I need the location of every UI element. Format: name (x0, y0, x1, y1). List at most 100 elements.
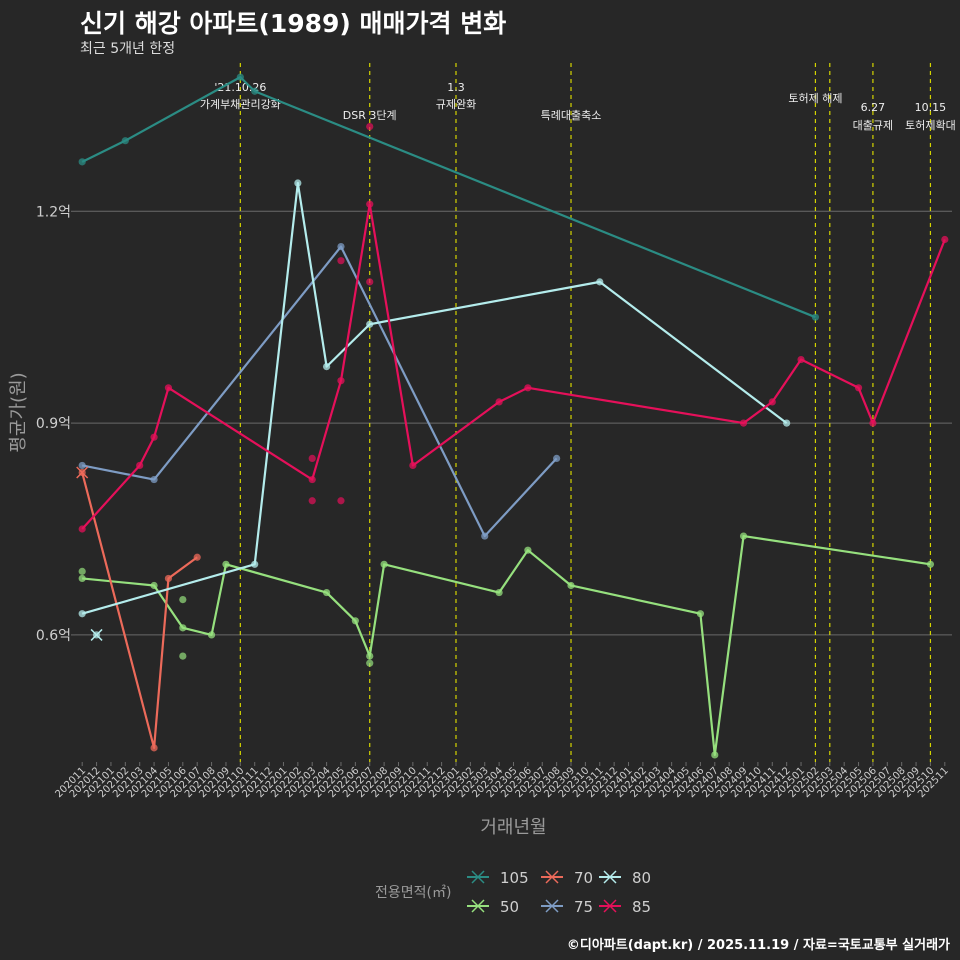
data-point-80 (366, 320, 374, 328)
data-point-80 (596, 278, 604, 286)
data-point-85 (524, 384, 532, 392)
event-label: 6.27 (861, 101, 886, 114)
data-point-75 (553, 454, 561, 462)
data-point-50 (524, 546, 532, 554)
legend-label: 70 (574, 869, 593, 887)
data-point-105 (811, 313, 820, 321)
cross-stroke (90, 628, 103, 641)
data-point-75 (337, 242, 345, 251)
event-label: 토허제 해제 (788, 91, 842, 105)
data-point-50 (179, 624, 187, 632)
data-point-50 (739, 532, 748, 540)
data-point-85 (941, 235, 949, 244)
legend-item-50: 50 (467, 898, 519, 916)
cross-stroke (76, 466, 89, 479)
data-point-85 (366, 200, 374, 208)
event-label: DSR 3단계 (343, 109, 397, 122)
data-point-50 (711, 751, 719, 759)
data-point-85 (337, 377, 345, 385)
data-point-50 (380, 560, 388, 568)
data-point-80 (251, 560, 259, 568)
legend-label: 50 (500, 898, 519, 916)
series-line-105 (81, 76, 816, 319)
scatter-point-85 (337, 257, 345, 265)
data-point-105 (78, 158, 86, 166)
data-point-105 (251, 87, 259, 95)
y-tick-label: 0.6억 (36, 628, 71, 644)
event-label: 10.15 (915, 101, 947, 114)
scatter-point-50 (179, 596, 187, 604)
data-point-80 (322, 363, 331, 371)
series-line-75 (81, 245, 558, 538)
data-point-85 (308, 475, 316, 484)
scatter-point-85 (337, 497, 345, 505)
data-point-50 (351, 617, 359, 625)
event-label: 대출규제 (853, 119, 893, 132)
series-line-80 (81, 181, 788, 615)
event-label: 가계부채관리강화 (200, 98, 281, 111)
legend-key-cross (603, 870, 617, 884)
series-line-85 (81, 203, 946, 530)
data-point-50 (207, 631, 216, 639)
scatter-point-85 (308, 497, 316, 505)
scatter-point-85 (366, 122, 374, 131)
legend-label: 85 (632, 898, 651, 916)
data-point-50 (78, 574, 86, 583)
legend-key-cross (471, 899, 485, 913)
data-point-85 (150, 433, 158, 441)
series-line-70 (81, 472, 198, 749)
cross-marker-80 (90, 628, 103, 641)
event-label: 특례대출축소 (541, 109, 602, 122)
data-point-50 (366, 652, 374, 660)
data-point-80 (78, 610, 86, 618)
data-point-85 (136, 461, 144, 470)
scatter-point-50 (179, 652, 187, 660)
data-point-70 (193, 553, 201, 561)
data-point-70 (164, 574, 173, 583)
data-point-50 (495, 588, 503, 597)
legend-key-cross (545, 870, 559, 884)
data-point-50 (567, 581, 575, 590)
data-point-70 (150, 744, 158, 752)
data-point-85 (739, 419, 748, 427)
source-credit: ©디아파트(dapt.kr) / 2025.11.19 / 자료=국토교통부 실… (566, 938, 950, 953)
data-point-80 (294, 179, 302, 187)
legend-label: 75 (574, 898, 593, 916)
scatter-point-50 (78, 567, 86, 575)
chart-title: 신기 해강 아파트(1989) 매매가격 변화 (80, 9, 507, 38)
data-point-85 (495, 398, 503, 406)
data-point-50 (926, 560, 935, 568)
data-point-80 (783, 419, 791, 427)
data-point-85 (797, 355, 805, 364)
legend-item-70: 70 (541, 869, 593, 887)
data-point-50 (322, 588, 331, 597)
data-point-105 (236, 73, 244, 81)
legend-item-80: 80 (599, 869, 651, 887)
event-label: 토허제확대 (905, 119, 956, 132)
data-point-50 (150, 581, 158, 590)
legend-title: 전용면적(㎡) (375, 885, 451, 901)
legend-label: 80 (632, 869, 651, 887)
data-point-75 (150, 475, 158, 484)
scatter-point-85 (308, 454, 316, 462)
data-point-50 (696, 610, 705, 618)
data-point-75 (78, 461, 86, 470)
data-point-85 (164, 384, 173, 392)
scatter-point-85 (366, 278, 374, 286)
y-axis-title: 평균가(원) (8, 372, 29, 452)
y-tick-label: 1.2억 (36, 204, 71, 220)
legend-label: 105 (500, 869, 529, 887)
x-axis-title: 거래년월 (480, 817, 546, 838)
data-point-105 (121, 137, 129, 145)
data-point-50 (222, 560, 230, 568)
y-tick-label: 0.9억 (36, 416, 71, 432)
event-label: 1.3 (447, 81, 465, 94)
cross-marker-70 (76, 466, 89, 479)
legend-item-75: 75 (541, 898, 593, 916)
legend-item-105: 105 (467, 869, 529, 887)
legend-key-cross (603, 899, 617, 913)
series-line-50 (82, 534, 931, 757)
scatter-point-50 (366, 659, 374, 667)
legend-key-cross (471, 870, 485, 884)
